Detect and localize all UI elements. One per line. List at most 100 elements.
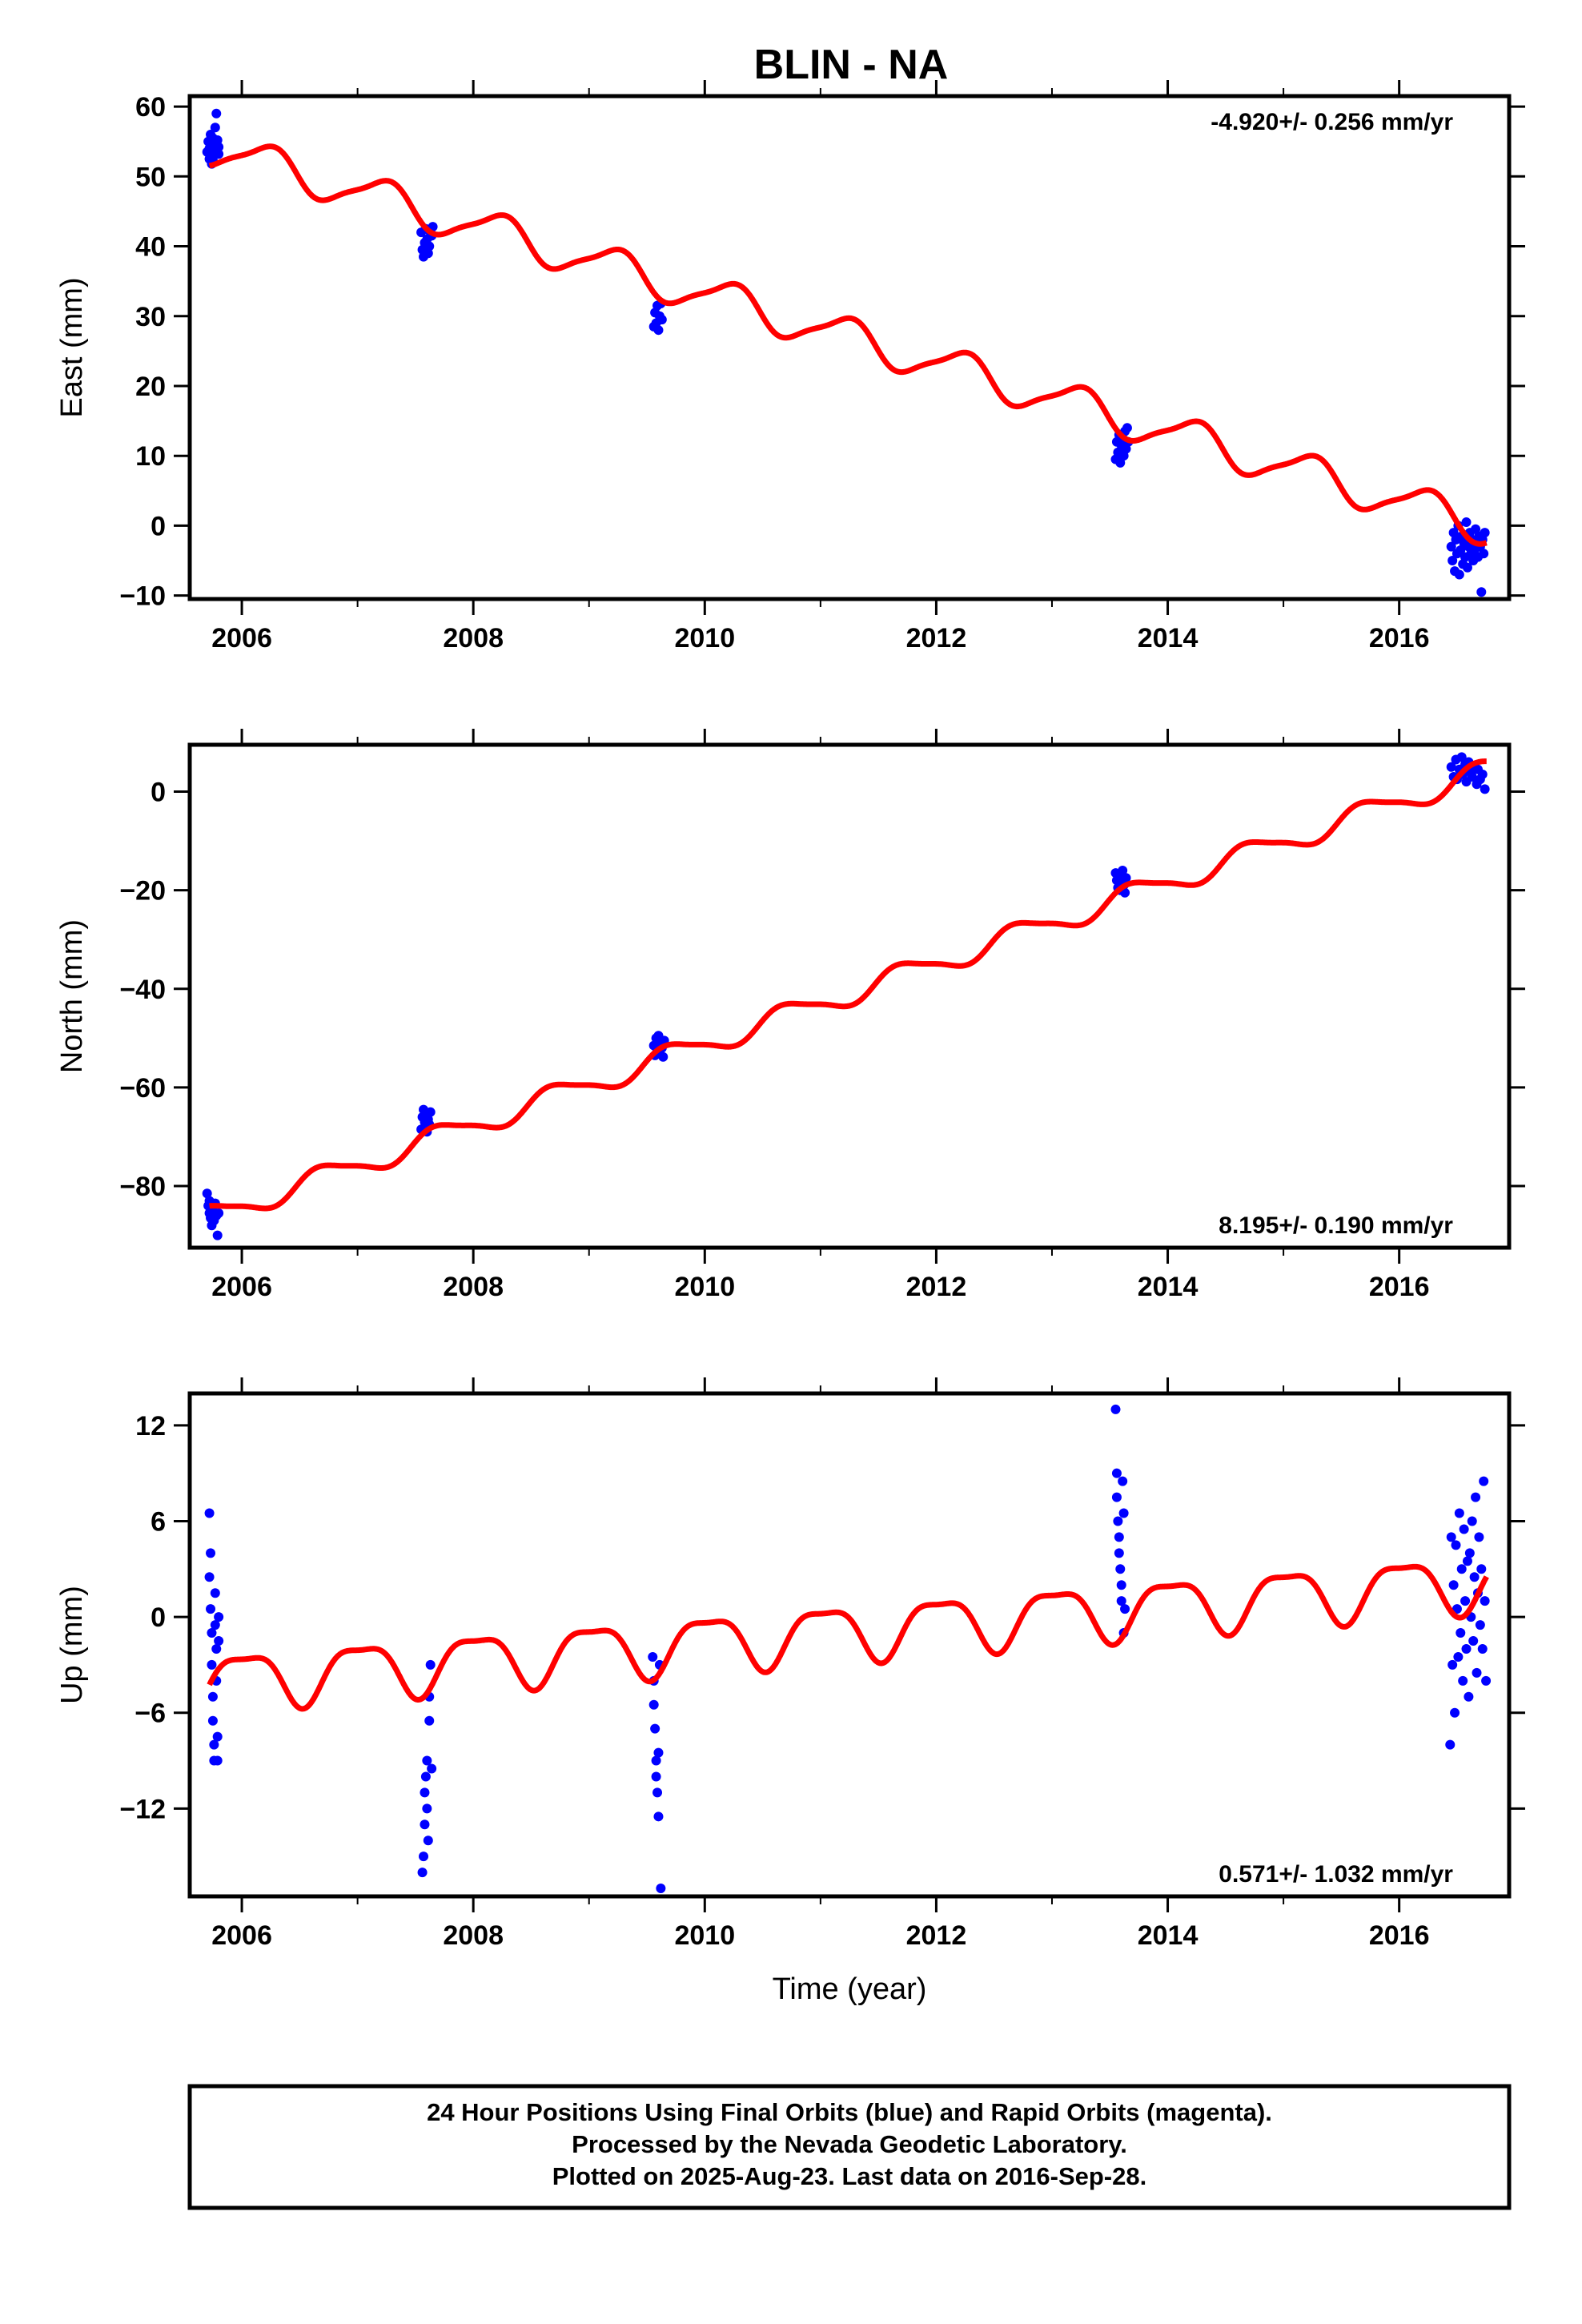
data-point bbox=[1461, 517, 1472, 528]
x-tick-label: 2012 bbox=[906, 1920, 967, 1951]
x-tick-label: 2006 bbox=[211, 623, 272, 653]
plot-area bbox=[202, 108, 1490, 597]
data-point bbox=[651, 1771, 661, 1782]
data-point bbox=[650, 1723, 661, 1734]
data-point bbox=[424, 241, 435, 251]
data-point bbox=[214, 142, 224, 152]
x-tick-label: 2016 bbox=[1369, 1920, 1430, 1951]
data-point bbox=[209, 1739, 219, 1750]
x-tick-label: 2010 bbox=[674, 1920, 735, 1951]
data-point bbox=[422, 1803, 432, 1814]
data-point bbox=[1464, 1691, 1474, 1702]
series-4 bbox=[1110, 1404, 1130, 1638]
footer-line-1: 24 Hour Positions Using Final Orbits (bl… bbox=[427, 2098, 1272, 2126]
data-point bbox=[420, 1771, 431, 1782]
data-point bbox=[425, 1659, 436, 1670]
y-tick-label: 50 bbox=[135, 162, 166, 192]
y-tick-label: 12 bbox=[135, 1411, 166, 1441]
data-point bbox=[423, 1835, 433, 1846]
data-point bbox=[207, 1628, 217, 1638]
data-point bbox=[424, 1715, 435, 1726]
data-point bbox=[1114, 1532, 1124, 1542]
x-tick-label: 2012 bbox=[906, 623, 967, 653]
data-point bbox=[1446, 541, 1456, 552]
model-line bbox=[207, 758, 1489, 1212]
data-point bbox=[1454, 1508, 1464, 1518]
data-point bbox=[1468, 1636, 1479, 1647]
data-point bbox=[420, 1787, 430, 1798]
data-point bbox=[211, 1643, 222, 1654]
data-point bbox=[420, 1819, 430, 1830]
data-point bbox=[1114, 1548, 1124, 1558]
plot-area bbox=[202, 752, 1490, 1240]
chart-title: BLIN - NA bbox=[754, 42, 949, 88]
y-tick-label: −80 bbox=[119, 1172, 166, 1202]
data-point bbox=[648, 1651, 658, 1662]
data-point bbox=[1456, 1564, 1467, 1574]
y-axis-label: North (mm) bbox=[55, 919, 89, 1073]
x-tick-label: 2006 bbox=[211, 1920, 272, 1951]
data-point bbox=[1459, 1524, 1469, 1534]
y-tick-label: 0 bbox=[151, 511, 166, 541]
data-point bbox=[1111, 1468, 1122, 1478]
data-point bbox=[417, 1868, 428, 1878]
series-2 bbox=[417, 1659, 437, 1878]
data-point bbox=[1453, 1651, 1464, 1662]
data-point bbox=[1113, 1516, 1123, 1526]
data-point bbox=[1476, 587, 1487, 597]
series-1 bbox=[204, 1508, 224, 1766]
model-line bbox=[207, 143, 1489, 547]
data-point bbox=[653, 325, 664, 336]
rate-annotation: 0.571+/- 1.032 mm/yr bbox=[1219, 1861, 1453, 1888]
y-tick-label: −60 bbox=[119, 1073, 166, 1104]
plot-area bbox=[204, 1404, 1492, 1894]
model-line bbox=[207, 1563, 1489, 1712]
data-point bbox=[653, 1747, 664, 1758]
data-point bbox=[1462, 1556, 1472, 1566]
x-tick-label: 2014 bbox=[1138, 1920, 1199, 1951]
data-point bbox=[648, 1699, 659, 1710]
data-point bbox=[1458, 1675, 1468, 1686]
y-tick-label: 40 bbox=[135, 232, 166, 263]
data-point bbox=[212, 1230, 223, 1240]
data-point bbox=[1451, 1540, 1461, 1550]
data-point bbox=[1464, 1548, 1475, 1558]
data-point bbox=[207, 1715, 218, 1726]
data-point bbox=[1448, 1580, 1459, 1590]
data-point bbox=[1480, 528, 1490, 538]
y-tick-label: −6 bbox=[135, 1699, 166, 1729]
data-point bbox=[1481, 1675, 1492, 1686]
data-point bbox=[1447, 1659, 1458, 1670]
data-point bbox=[1447, 556, 1458, 566]
panel-1: 2006 2008 2010 2012 2014 20166050403020100−10… bbox=[55, 80, 1525, 653]
series-5 bbox=[1446, 517, 1490, 597]
data-point bbox=[1118, 866, 1128, 875]
data-point bbox=[206, 1604, 216, 1614]
data-point bbox=[658, 1051, 669, 1062]
panel-2: 2006 2008 2010 2012 2014 2016 0 −20 −40 −60 −80 Nor… bbox=[55, 729, 1525, 1302]
data-point bbox=[1475, 1620, 1485, 1630]
footer-line-3: Plotted on 2025-Aug-23. Last data on 201… bbox=[552, 2162, 1146, 2190]
x-tick-label: 2008 bbox=[443, 1272, 504, 1302]
data-point bbox=[211, 108, 222, 119]
data-point bbox=[204, 1508, 215, 1518]
data-point bbox=[1116, 1596, 1126, 1606]
data-point bbox=[1456, 1628, 1466, 1638]
data-point bbox=[651, 1755, 661, 1766]
data-point bbox=[214, 1636, 224, 1647]
data-point bbox=[1118, 1508, 1129, 1518]
data-point bbox=[1456, 752, 1467, 762]
data-point bbox=[1445, 1739, 1456, 1750]
data-point bbox=[204, 1572, 215, 1582]
footer-frame bbox=[187, 2084, 1512, 2210]
panel-3: 2006 2008 2010 2012 2014 2016 12 6 0 −6 −12 Up (mm)… bbox=[55, 1377, 1525, 2006]
data-point bbox=[419, 1852, 429, 1862]
plot-frame bbox=[187, 1391, 1512, 1899]
data-point bbox=[1476, 1564, 1487, 1574]
data-point bbox=[210, 123, 220, 133]
x-tick-label: 2010 bbox=[674, 1272, 735, 1302]
data-point bbox=[214, 1612, 224, 1622]
data-point bbox=[1121, 873, 1131, 883]
series-3 bbox=[648, 299, 667, 336]
